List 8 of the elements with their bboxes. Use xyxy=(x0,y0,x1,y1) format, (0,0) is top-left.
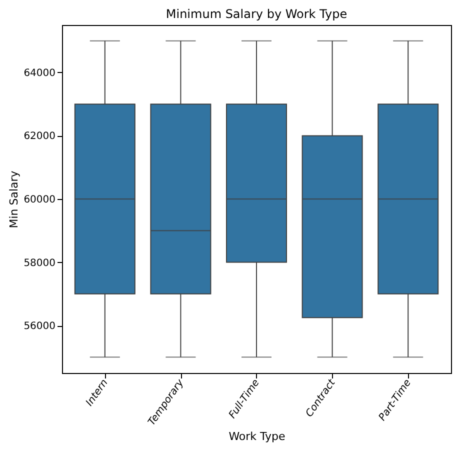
y-tick-label: 58000 xyxy=(24,258,56,269)
y-tick-label: 62000 xyxy=(24,131,56,142)
y-axis-title: Min Salary xyxy=(8,170,21,228)
y-tick-label: 56000 xyxy=(24,321,56,332)
y-tick-label: 64000 xyxy=(24,68,56,79)
y-tick-label: 60000 xyxy=(24,194,56,206)
x-axis-title: Work Type xyxy=(228,430,286,444)
chart-title: Minimum Salary by Work Type xyxy=(166,7,348,21)
